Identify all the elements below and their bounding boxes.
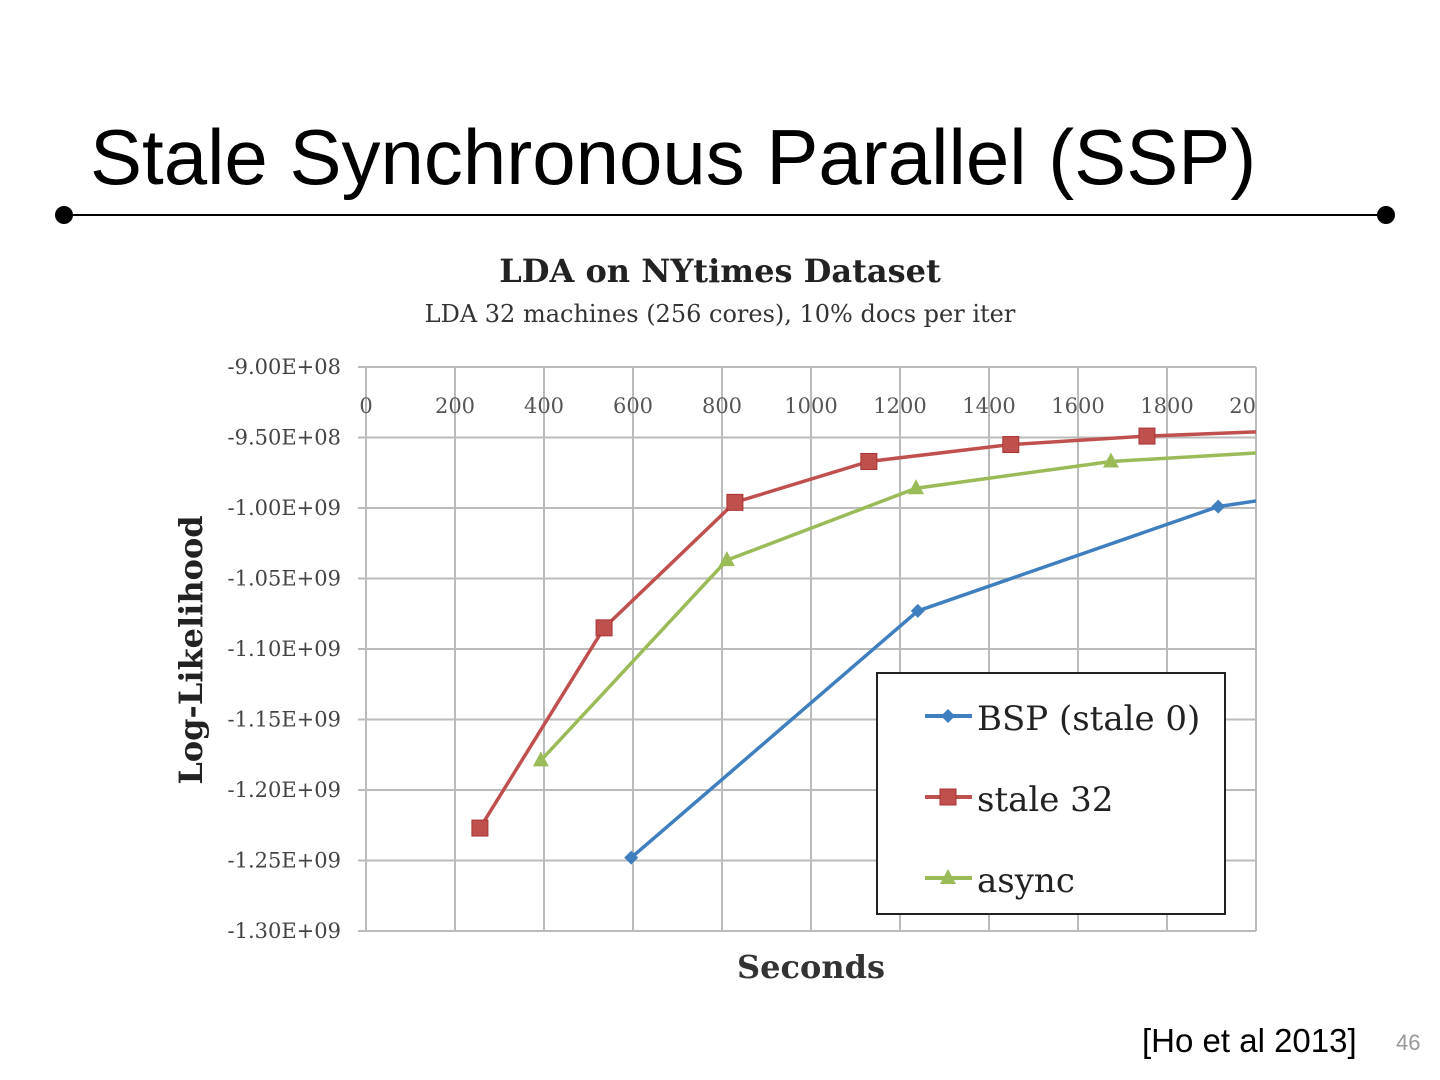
y-tick-label: -1.20E+09 [227, 778, 341, 802]
chart-subtitle: LDA 32 machines (256 cores), 10% docs pe… [424, 300, 1016, 328]
data-point-diamond [1211, 499, 1226, 514]
data-point-triangle [532, 751, 549, 767]
y-tick-label: -1.30E+09 [227, 919, 341, 943]
y-tick-label: -1.10E+09 [227, 637, 341, 661]
y-axis-label: Log-Likelihood [172, 515, 210, 784]
y-tick-label: -1.15E+09 [227, 708, 341, 732]
y-tick-label: -1.25E+09 [227, 849, 341, 873]
data-point-triangle [718, 551, 735, 567]
legend-label: async [977, 861, 1075, 901]
x-tick-label: 2000 [1229, 394, 1282, 418]
legend-label: stale 32 [977, 780, 1113, 820]
data-point-square [726, 493, 744, 511]
x-tick-label: 0 [359, 394, 372, 418]
x-tick-label: 1400 [962, 394, 1015, 418]
data-point-square [595, 619, 613, 637]
data-point-diamond [941, 709, 955, 723]
legend: BSP (stale 0) stale 32 async [876, 672, 1226, 915]
legend-label: BSP (stale 0) [977, 699, 1200, 739]
chart-title: LDA on NYtimes Dataset [499, 252, 941, 290]
page-number: 46 [1396, 1030, 1421, 1055]
data-point-square [1002, 436, 1020, 454]
data-point-square [939, 788, 957, 806]
data-point-square [1138, 427, 1156, 445]
citation: [Ho et al 2013] [1142, 1022, 1357, 1059]
x-axis-label: Seconds [737, 948, 885, 986]
data-point-triangle [940, 869, 956, 884]
x-tick-label: 800 [702, 394, 742, 418]
x-tick-label: 1800 [1140, 394, 1193, 418]
y-tick-label: -9.50E+08 [227, 426, 341, 450]
data-point-triangle [908, 479, 925, 495]
divider-dot-left [55, 206, 73, 224]
x-tick-label: 200 [435, 394, 475, 418]
y-tick-label: -9.00E+08 [227, 355, 341, 379]
x-tick-label: 1200 [873, 394, 926, 418]
data-point-square [471, 819, 489, 837]
data-point-triangle [1102, 452, 1119, 468]
slide-title: Stale Synchronous Parallel (SSP) [90, 113, 1257, 201]
title-divider [64, 214, 1386, 216]
x-tick-label: 600 [613, 394, 653, 418]
series-line-0 [630, 499, 1257, 860]
data-point-diamond [910, 603, 925, 618]
divider-dot-right [1377, 206, 1395, 224]
y-tick-label: -1.05E+09 [227, 567, 341, 591]
x-tick-label: 400 [524, 394, 564, 418]
data-point-diamond [624, 850, 639, 865]
data-point-square [860, 452, 878, 470]
y-tick-label: -1.00E+09 [227, 496, 341, 520]
x-tick-label: 1600 [1051, 394, 1104, 418]
x-tick-label: 1000 [784, 394, 837, 418]
